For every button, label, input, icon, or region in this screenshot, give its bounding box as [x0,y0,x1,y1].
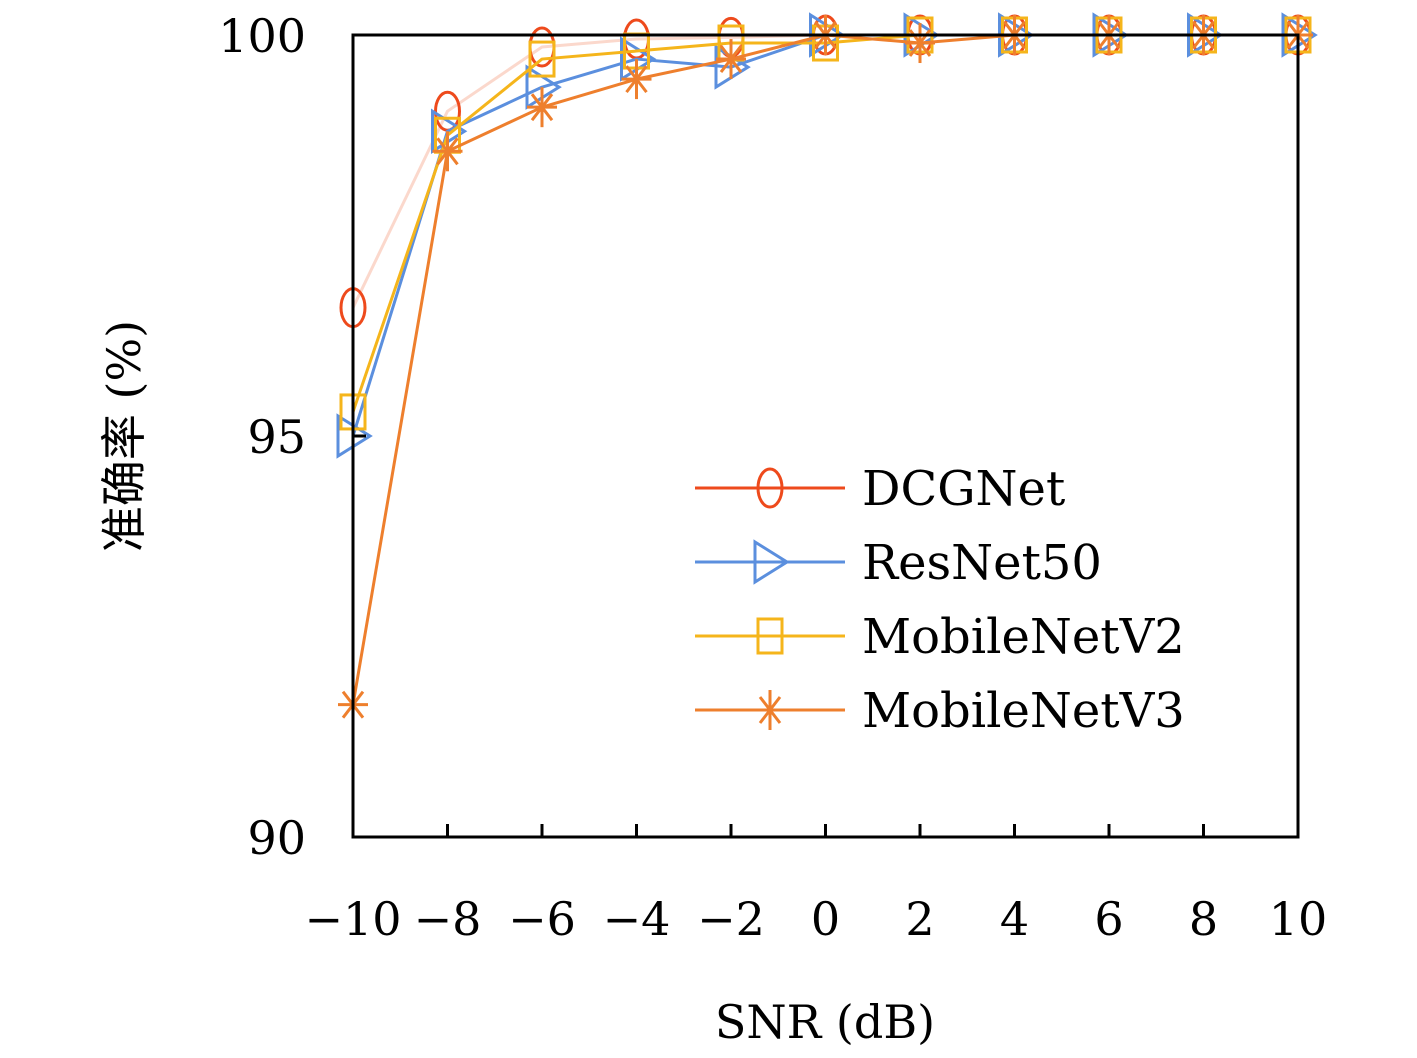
x-tick-label-5: 0 [811,892,840,946]
legend: DCGNet ResNet50 MobileNetV2 MobileNetV3 [695,461,1185,739]
legend-marker-mobilenetv3 [755,690,785,730]
accuracy-vs-snr-chart: −10 −8 −6 −4 −2 0 2 4 6 8 10 90 95 100 SNR (dB) 准确率 (… [0,0,1417,1058]
x-tick-label-6: 2 [905,892,934,946]
x-tick-label-0: −10 [304,892,401,946]
y-tick-label-1: 95 [247,410,306,464]
legend-label-resnet50: ResNet50 [862,535,1102,591]
x-tick-label-7: 4 [1000,892,1029,946]
y-tick-label-0: 90 [247,811,306,865]
x-tick-label-8: 6 [1094,892,1123,946]
series-line-dcgnet [353,35,1298,308]
legend-entry-resnet50: ResNet50 [695,535,1102,591]
x-tick-label-4: −2 [697,892,765,946]
legend-entry-mobilenetv2: MobileNetV2 [695,609,1185,665]
x-axis-title: SNR (dB) [715,995,935,1049]
series-line-resnet50 [353,35,1298,436]
x-tick-label-1: −8 [414,892,482,946]
x-tick-label-3: −4 [603,892,671,946]
legend-entry-mobilenetv3: MobileNetV3 [695,683,1185,739]
x-tick-label-2: −6 [508,892,576,946]
legend-label-dcgnet: DCGNet [862,461,1065,517]
x-tick-label-10: 10 [1269,892,1328,946]
y-tick-label-2: 100 [218,9,306,63]
y-axis-title: 准确率 (%) [97,320,151,552]
tick-labels: −10 −8 −6 −4 −2 0 2 4 6 8 10 90 95 100 [218,9,1327,946]
legend-label-mobilenetv2: MobileNetV2 [862,609,1185,665]
series-line-mobilenetv2 [353,35,1298,412]
legend-label-mobilenetv3: MobileNetV3 [862,683,1185,739]
series-line-mobilenetv3 [353,35,1298,705]
legend-entry-dcgnet: DCGNet [695,461,1065,517]
x-tick-label-9: 8 [1189,892,1218,946]
